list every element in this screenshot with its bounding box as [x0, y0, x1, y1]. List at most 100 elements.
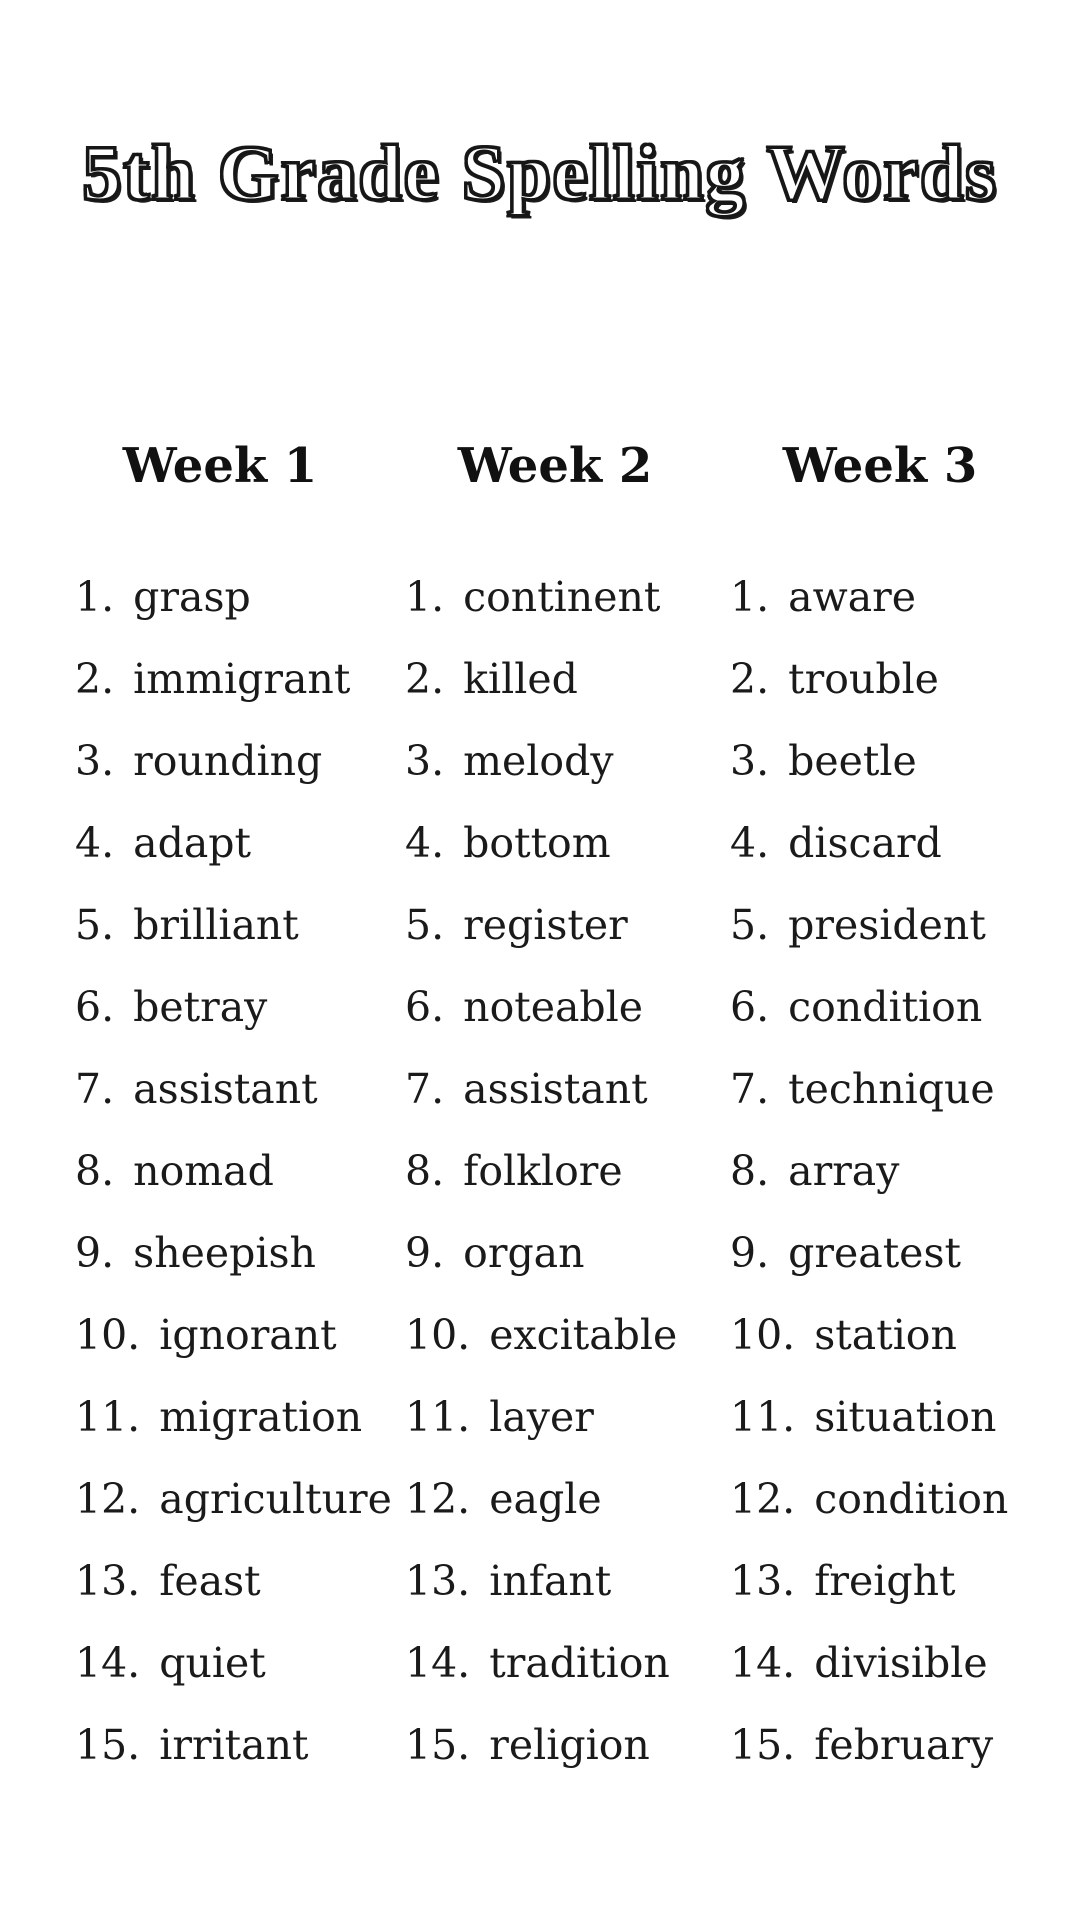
- page-title: 5th Grade Spelling Words: [81, 128, 998, 218]
- word-text: bottom: [450, 819, 611, 867]
- word-number: 13.: [405, 1557, 471, 1605]
- word-item: 12. condition: [730, 1458, 1030, 1540]
- word-number: 14.: [75, 1639, 141, 1687]
- word-text: greatest: [775, 1229, 961, 1277]
- word-number: 4.: [75, 819, 115, 867]
- word-text: sheepish: [120, 1229, 316, 1277]
- word-text: freight: [801, 1557, 956, 1605]
- word-number: 11.: [730, 1393, 796, 1441]
- week-3-word-list: 1. aware 2. trouble 3. beetle 4. discard 5. …: [730, 556, 1030, 1786]
- word-item: 10. station: [730, 1294, 1030, 1376]
- word-text: condition: [775, 983, 983, 1031]
- week-3-column: Week 3 1. aware 2. trouble 3. beetle 4. dis…: [730, 438, 1030, 1786]
- word-number: 3.: [730, 737, 770, 785]
- week-2-column: Week 2 1. continent 2. killed 3. melody 4. …: [405, 438, 705, 1786]
- word-item: 9. greatest: [730, 1212, 1030, 1294]
- word-item: 12. agriculture: [75, 1458, 392, 1540]
- word-number: 4.: [730, 819, 770, 867]
- word-item: 2. trouble: [730, 638, 1030, 720]
- word-number: 13.: [75, 1557, 141, 1605]
- week-1-header: Week 1: [122, 438, 318, 494]
- word-number: 3.: [75, 737, 115, 785]
- word-number: 2.: [75, 655, 115, 703]
- word-item: 10. ignorant: [75, 1294, 365, 1376]
- word-item: 8. nomad: [75, 1130, 365, 1212]
- word-item: 2. immigrant: [75, 638, 365, 720]
- word-item: 9. sheepish: [75, 1212, 365, 1294]
- word-number: 1.: [75, 573, 115, 621]
- word-text: infant: [476, 1557, 612, 1605]
- word-number: 14.: [730, 1639, 796, 1687]
- word-text: agriculture: [146, 1475, 392, 1523]
- word-text: assistant: [120, 1065, 318, 1113]
- word-item: 3. melody: [405, 720, 705, 802]
- word-text: betray: [120, 983, 268, 1031]
- word-item: 4. bottom: [405, 802, 705, 884]
- word-text: noteable: [450, 983, 644, 1031]
- word-text: beetle: [775, 737, 917, 785]
- word-number: 9.: [75, 1229, 115, 1277]
- word-number: 10.: [730, 1311, 796, 1359]
- word-item: 6. condition: [730, 966, 1030, 1048]
- word-number: 10.: [75, 1311, 141, 1359]
- word-number: 15.: [730, 1721, 796, 1769]
- word-number: 14.: [405, 1639, 471, 1687]
- word-number: 5.: [75, 901, 115, 949]
- word-text: february: [801, 1721, 994, 1769]
- week-2-word-list: 1. continent 2. killed 3. melody 4. bottom 5…: [405, 556, 705, 1786]
- word-text: situation: [801, 1393, 997, 1441]
- word-text: feast: [146, 1557, 261, 1605]
- word-text: adapt: [120, 819, 252, 867]
- word-text: melody: [450, 737, 614, 785]
- word-item: 15. february: [730, 1704, 1030, 1786]
- word-number: 5.: [730, 901, 770, 949]
- word-item: 3. beetle: [730, 720, 1030, 802]
- word-item: 2. killed: [405, 638, 705, 720]
- word-number: 4.: [405, 819, 445, 867]
- word-number: 6.: [75, 983, 115, 1031]
- word-number: 7.: [75, 1065, 115, 1113]
- word-number: 7.: [405, 1065, 445, 1113]
- word-item: 14. tradition: [405, 1622, 705, 1704]
- word-text: layer: [476, 1393, 594, 1441]
- word-number: 2.: [730, 655, 770, 703]
- word-text: discard: [775, 819, 942, 867]
- word-number: 9.: [405, 1229, 445, 1277]
- word-text: folklore: [450, 1147, 623, 1195]
- week-1-column: Week 1 1. grasp 2. immigrant 3. rounding 4.…: [75, 438, 392, 1786]
- word-item: 5. register: [405, 884, 705, 966]
- word-item: 10. excitable: [405, 1294, 705, 1376]
- word-item: 4. adapt: [75, 802, 365, 884]
- word-number: 15.: [75, 1721, 141, 1769]
- word-text: grasp: [120, 573, 251, 621]
- word-item: 5. brilliant: [75, 884, 365, 966]
- word-number: 7.: [730, 1065, 770, 1113]
- word-text: aware: [775, 573, 917, 621]
- word-text: quiet: [146, 1639, 266, 1687]
- word-text: continent: [450, 573, 661, 621]
- word-item: 13. feast: [75, 1540, 365, 1622]
- word-item: 15. irritant: [75, 1704, 365, 1786]
- word-number: 3.: [405, 737, 445, 785]
- word-item: 7. technique: [730, 1048, 1030, 1130]
- word-text: technique: [775, 1065, 995, 1113]
- word-number: 5.: [405, 901, 445, 949]
- word-number: 10.: [405, 1311, 471, 1359]
- word-item: 14. divisible: [730, 1622, 1030, 1704]
- word-text: tradition: [476, 1639, 670, 1687]
- word-text: irritant: [146, 1721, 309, 1769]
- word-number: 8.: [405, 1147, 445, 1195]
- word-item: 15. religion: [405, 1704, 705, 1786]
- word-item: 5. president: [730, 884, 1030, 966]
- word-item: 1. continent: [405, 556, 705, 638]
- word-number: 13.: [730, 1557, 796, 1605]
- week-2-header: Week 2: [457, 438, 653, 494]
- word-item: 6. noteable: [405, 966, 705, 1048]
- word-number: 11.: [405, 1393, 471, 1441]
- word-item: 7. assistant: [75, 1048, 365, 1130]
- word-item: 4. discard: [730, 802, 1030, 884]
- word-number: 12.: [405, 1475, 471, 1523]
- word-text: migration: [146, 1393, 363, 1441]
- word-text: eagle: [476, 1475, 602, 1523]
